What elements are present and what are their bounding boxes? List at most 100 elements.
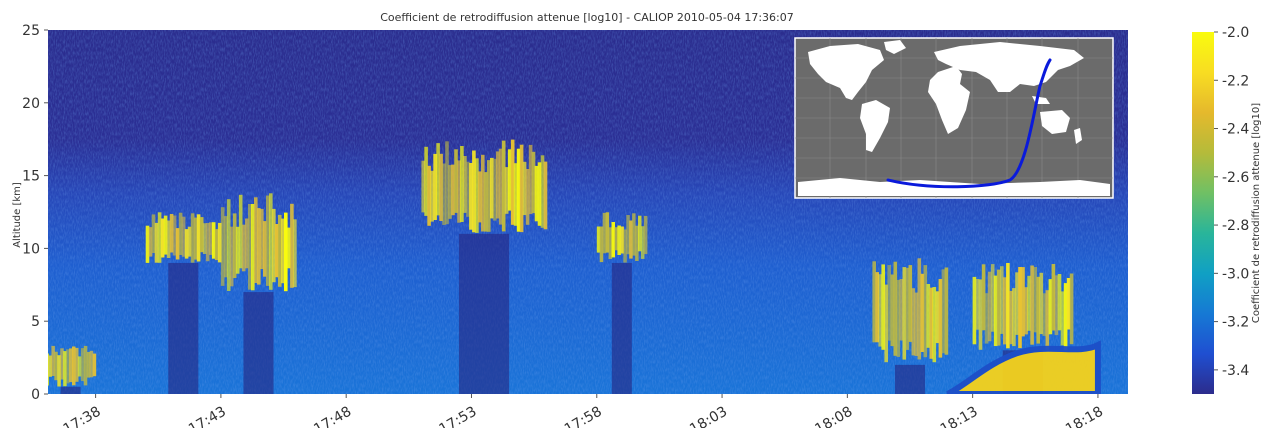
- cloud-streak: [424, 146, 428, 216]
- cloud-streak: [911, 288, 916, 356]
- cloud-streak: [531, 151, 536, 214]
- x-tick-label: 17:53: [437, 404, 480, 428]
- cloud-streak: [157, 212, 162, 263]
- cloud-streak: [484, 172, 488, 232]
- cloud-feature: [596, 212, 648, 394]
- cloud-streak: [92, 353, 97, 377]
- cloud-streak: [487, 160, 491, 232]
- cloud-streak: [284, 212, 288, 292]
- cloud-streak: [643, 215, 648, 255]
- cloud-streak: [935, 291, 940, 344]
- cloud-streak: [887, 265, 891, 341]
- cloud-streak: [516, 148, 521, 232]
- cloud-streak: [89, 350, 94, 378]
- cloud-streak: [226, 199, 231, 291]
- cloud-streak: [266, 195, 270, 286]
- cloud-streak: [629, 220, 633, 259]
- cloud-streak: [287, 227, 291, 269]
- cloud-streak: [905, 267, 910, 350]
- cloud-streak: [507, 149, 512, 211]
- cloud-streak: [275, 224, 279, 278]
- cloud-streak: [1024, 287, 1028, 335]
- cloud-streak: [163, 215, 168, 255]
- cloud-streak: [63, 351, 67, 387]
- cloud-streak: [984, 293, 989, 344]
- y-tick-label: 0: [31, 387, 40, 403]
- colorbar-gradient: [1192, 32, 1214, 394]
- cloud-streak: [932, 287, 937, 363]
- cloud-streak: [501, 140, 506, 232]
- cloud-streak: [469, 163, 473, 230]
- cloud-streak: [169, 214, 174, 253]
- cloud-feature: [872, 258, 949, 394]
- cloud-streak: [908, 265, 913, 342]
- cloud-streak: [51, 345, 55, 376]
- cloud-streak: [920, 273, 925, 352]
- cloud-streak: [77, 356, 82, 377]
- cloud-streak: [528, 144, 533, 215]
- cloud-streak: [493, 158, 497, 221]
- cloud-streak: [875, 272, 879, 343]
- cloud-streak: [617, 225, 621, 255]
- cloud-streak: [504, 167, 509, 214]
- attenuation-shadow: [458, 233, 510, 394]
- cloud-streak: [938, 279, 943, 358]
- cloud-streak: [620, 226, 624, 254]
- cloud-streak: [433, 153, 437, 220]
- cloud-streak: [57, 355, 61, 387]
- cloud-streak: [223, 216, 228, 278]
- cloud-streak: [641, 226, 645, 259]
- attenuation-shadow: [60, 386, 81, 394]
- cloud-streak: [460, 146, 464, 222]
- cloud-streak: [926, 284, 931, 348]
- cloud-streak: [1012, 288, 1016, 347]
- cloud-streak: [260, 208, 264, 269]
- cloud-streak: [181, 216, 186, 257]
- cloud-streak: [293, 219, 297, 288]
- cloud-streak: [638, 215, 642, 252]
- cloud-streak: [257, 208, 261, 285]
- cloud-streak: [278, 214, 282, 287]
- cloud-streak: [263, 221, 267, 277]
- cloud-streak: [178, 212, 183, 255]
- cloud-streak: [941, 269, 946, 354]
- cloud-streak: [154, 222, 159, 263]
- cloud-feature: [48, 345, 97, 394]
- cloud-streak: [872, 261, 876, 343]
- cloud-streak: [229, 226, 234, 287]
- cloud-streak: [929, 287, 934, 359]
- colorbar-tick-label: -2.8: [1222, 218, 1249, 234]
- y-tick-label: 25: [22, 23, 40, 39]
- cloud-streak: [481, 154, 485, 232]
- cloud-streak: [439, 153, 443, 221]
- cloud-streak: [281, 218, 285, 284]
- cloud-streak: [269, 193, 273, 290]
- cloud-streak: [184, 229, 189, 259]
- cloud-streak: [1069, 273, 1074, 345]
- x-axis: 17:38 17:43 17:48 17:53 17:58 18:03 18:08 18:13…: [61, 394, 1106, 428]
- cloud-streak: [1036, 276, 1040, 344]
- cloud-streak: [235, 226, 240, 274]
- cloud-streak: [238, 194, 243, 269]
- cloud-streak: [495, 151, 500, 219]
- cloud-streak: [196, 214, 201, 262]
- cloud-streak: [884, 284, 888, 363]
- cloud-streak: [1033, 267, 1037, 333]
- cloud-streak: [881, 264, 885, 350]
- cloud-streak: [148, 227, 153, 257]
- cloud-streak: [890, 274, 895, 347]
- x-tick-label: 18:08: [812, 404, 855, 428]
- cloud-streak: [990, 264, 995, 332]
- cloud-streak: [537, 162, 542, 226]
- chart-title: Coefficient de retrodiffusion attenue [l…: [380, 11, 794, 24]
- colorbar-label: Coefficient de retrodiffusion attenue [l…: [1251, 103, 1262, 323]
- cloud-streak: [1063, 283, 1068, 351]
- cloud-streak: [211, 222, 216, 259]
- cloud-streak: [1051, 264, 1056, 331]
- cloud-streak: [1018, 267, 1022, 349]
- cloud-streak: [923, 265, 928, 358]
- attenuation-shadow: [894, 364, 926, 394]
- colorbar-tick-label: -3.2: [1222, 315, 1249, 331]
- cloud-streak: [80, 348, 85, 382]
- cloud-streak: [72, 346, 76, 386]
